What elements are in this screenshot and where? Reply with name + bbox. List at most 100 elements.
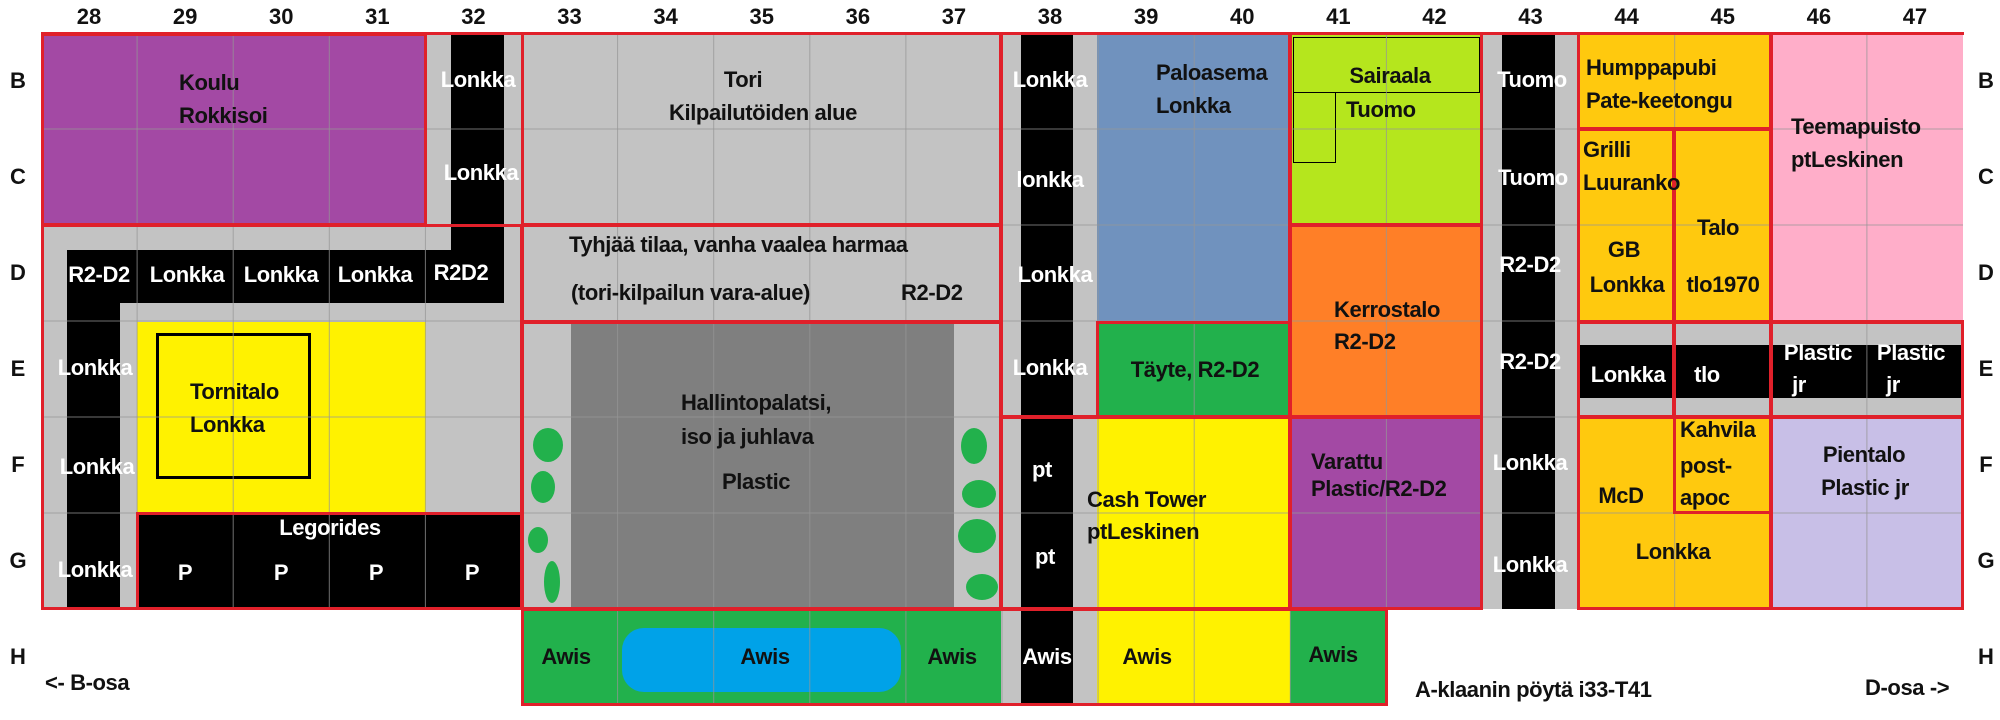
road-label: jr bbox=[1792, 372, 1806, 397]
parking-spot: P bbox=[273, 560, 289, 585]
mcd-block bbox=[1578, 417, 1771, 609]
column-header: 28 bbox=[76, 4, 102, 29]
table-label: A-klaanin pöytä i33-T41 bbox=[1415, 677, 1652, 702]
column-header: 44 bbox=[1614, 4, 1639, 29]
row-header-right: B bbox=[1978, 68, 1994, 93]
parking-spot: P bbox=[368, 560, 384, 585]
road-label: Lonkka bbox=[149, 262, 225, 287]
paloasema-label: Paloasema bbox=[1156, 60, 1268, 85]
hallintopalatsi-block bbox=[571, 322, 954, 609]
awis-pond bbox=[622, 628, 901, 692]
road-label: R2-D2 bbox=[1499, 252, 1561, 277]
gb-block bbox=[1578, 225, 1674, 322]
row-header-right: D bbox=[1978, 260, 1994, 285]
tree-icon bbox=[962, 480, 996, 508]
road-label: tlo bbox=[1694, 362, 1720, 387]
row-header-left: H bbox=[10, 644, 26, 669]
pientalo-label: Pientalo bbox=[1822, 442, 1906, 467]
kahvila-label: post- bbox=[1680, 453, 1732, 478]
awis-label: Awis bbox=[1308, 642, 1358, 667]
column-header: 38 bbox=[1037, 4, 1063, 29]
column-header: 37 bbox=[941, 4, 967, 29]
teemapuisto-label: Teemapuisto bbox=[1791, 114, 1921, 139]
column-header: 47 bbox=[1902, 4, 1928, 29]
tori-sublabel: Kilpailutöiden alue bbox=[669, 100, 857, 125]
tornitalo-owner: Lonkka bbox=[190, 412, 265, 437]
taite-block bbox=[1097, 322, 1290, 417]
row-header-right: C bbox=[1978, 164, 1994, 189]
sairaala-label: Sairaala bbox=[1349, 63, 1431, 88]
parking-spot: P bbox=[464, 560, 480, 585]
koulu-block bbox=[41, 33, 426, 225]
mcd-owner: Lonkka bbox=[1635, 539, 1711, 564]
humppapubi-owner: Pate-keetongu bbox=[1586, 88, 1733, 113]
hallinto-sublabel: iso ja juhlava bbox=[681, 424, 814, 449]
column-header: 45 bbox=[1710, 4, 1735, 29]
pientalo-owner: Plastic jr bbox=[1821, 475, 1909, 500]
tyhja-sublabel: (tori-kilpailun vara-alue) bbox=[571, 280, 810, 305]
kahvila-label: apoc bbox=[1680, 485, 1730, 510]
paloasema-block bbox=[1097, 33, 1290, 322]
sairaala-outline-side bbox=[1293, 92, 1336, 163]
awis-label: Awis bbox=[740, 644, 790, 669]
gb-label: GB bbox=[1607, 237, 1641, 262]
grilli-block bbox=[1578, 129, 1674, 225]
tree-icon bbox=[528, 527, 548, 553]
parking-spot: P bbox=[177, 560, 193, 585]
column-header: 42 bbox=[1422, 4, 1447, 29]
road-label: Lonkka bbox=[1492, 552, 1568, 577]
road-row-d bbox=[67, 250, 504, 303]
road-label: Lonkka bbox=[443, 160, 519, 185]
tornitalo-block bbox=[137, 322, 426, 513]
road-label: Lonkka bbox=[1017, 262, 1093, 287]
column-header: 34 bbox=[653, 4, 678, 29]
b-osa-label: <- B-osa bbox=[45, 670, 130, 695]
road-label: R2-D2 bbox=[68, 262, 130, 287]
tori-label: Tori bbox=[723, 67, 763, 92]
row-header-left: B bbox=[10, 68, 26, 93]
koulu-owner: Rokkisoi bbox=[179, 103, 268, 128]
tree-icon bbox=[961, 428, 987, 464]
talo-block bbox=[1674, 129, 1771, 322]
humppapubi-label: Humppapubi bbox=[1586, 55, 1717, 80]
row-header-left: D bbox=[10, 260, 26, 285]
teemapuisto-owner: ptLeskinen bbox=[1791, 147, 1904, 172]
road-label: Lonkka bbox=[243, 262, 319, 287]
awis-label: Awis bbox=[927, 644, 977, 669]
cashtower-block bbox=[1097, 417, 1290, 609]
road-label: Lonkka bbox=[1012, 67, 1088, 92]
column-header: 29 bbox=[172, 4, 198, 29]
road-label: Lonkka bbox=[59, 454, 135, 479]
road-label: R2-D2 bbox=[1499, 349, 1561, 374]
kerrostalo-owner: R2-D2 bbox=[1334, 329, 1396, 354]
road-label: Lonkka bbox=[440, 67, 516, 92]
road-label: Plastic bbox=[1783, 340, 1853, 365]
road-label: Lonkka bbox=[57, 557, 133, 582]
road-label: Lonkka bbox=[57, 355, 133, 380]
legorides-label: Legorides bbox=[279, 515, 381, 540]
paloasema-owner: Lonkka bbox=[1156, 93, 1231, 118]
column-header: 33 bbox=[557, 4, 582, 29]
road-label: lonkka bbox=[1016, 167, 1084, 192]
teemapuisto-block bbox=[1771, 33, 1963, 322]
column-header: 32 bbox=[461, 4, 486, 29]
tornitalo-label: Tornitalo bbox=[190, 379, 279, 404]
column-header: 30 bbox=[269, 4, 294, 29]
row-header-left: G bbox=[9, 548, 27, 573]
koulu-label: Koulu bbox=[179, 70, 240, 95]
row-header-right: G bbox=[1977, 548, 1995, 573]
road-label: Lonkka bbox=[1590, 362, 1666, 387]
column-header: 39 bbox=[1133, 4, 1159, 29]
gb-owner: Lonkka bbox=[1589, 272, 1665, 297]
hallinto-owner: Plastic bbox=[722, 469, 791, 494]
sairaala-owner: Tuomo bbox=[1346, 97, 1416, 122]
grilli-label: Grilli bbox=[1583, 137, 1631, 162]
tree-icon bbox=[531, 471, 555, 503]
tornitalo-tower-outline bbox=[156, 333, 311, 479]
tyhja-label: Tyhjää tilaa, vanha vaalea harmaa bbox=[569, 232, 908, 257]
d-osa-label: D-osa -> bbox=[1865, 675, 1950, 700]
humppapubi-block bbox=[1578, 33, 1771, 129]
grilli-owner: Luuranko bbox=[1583, 170, 1681, 195]
hallinto-label: Hallintopalatsi, bbox=[681, 390, 832, 415]
